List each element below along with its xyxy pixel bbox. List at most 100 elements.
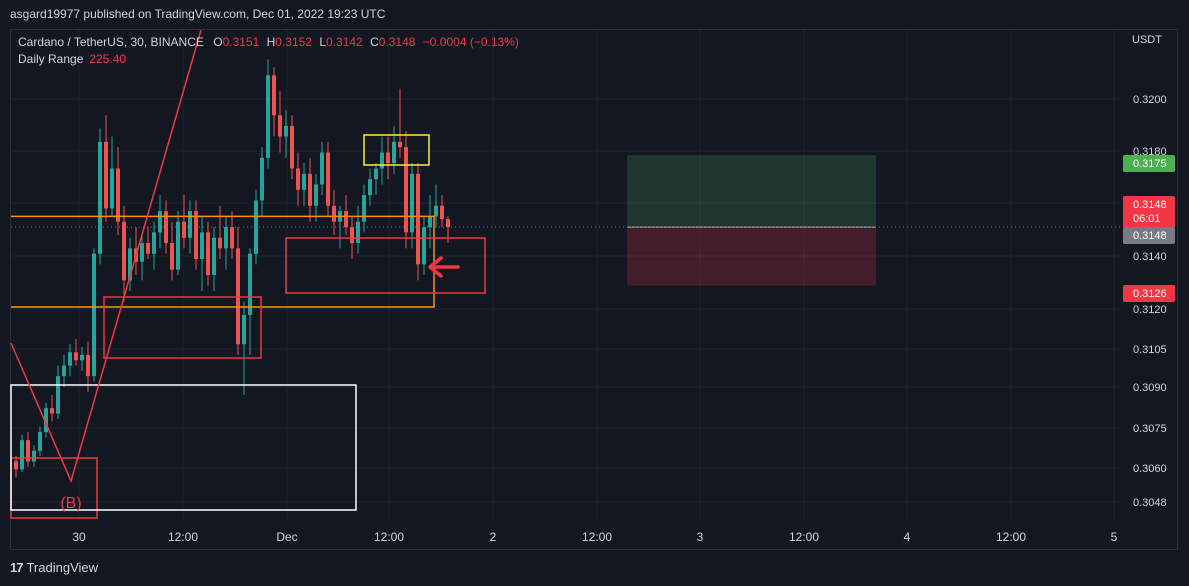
- candle-body: [380, 152, 384, 169]
- ohlc-open: 0.3151: [222, 35, 260, 49]
- candle-body: [242, 314, 246, 345]
- candle-body: [92, 253, 96, 377]
- candle-body: [290, 125, 294, 169]
- candle-body: [188, 211, 192, 238]
- symbol-legend: Cardano / TetherUS, 30, BINANCE O0.3151 …: [18, 35, 519, 49]
- drawings: (B): [10, 29, 1121, 519]
- candle-body: [164, 211, 168, 244]
- candle-body: [140, 243, 144, 262]
- candle-body: [434, 205, 438, 217]
- candle-body: [86, 354, 90, 377]
- ohlc-close: 0.3148: [378, 35, 416, 49]
- candle-body: [398, 141, 402, 148]
- arrow-left-icon: [428, 256, 460, 278]
- candle-body: [332, 205, 336, 222]
- candle-body: [68, 352, 72, 366]
- price-tick-label: 0.3120: [1133, 304, 1167, 316]
- drawing-zones: [627, 155, 876, 286]
- candle-body: [50, 408, 54, 414]
- last-price-badge-text: 0.3148: [1133, 230, 1167, 242]
- time-tick-label: 12:00: [789, 530, 819, 544]
- price-tick-label: 0.3048: [1133, 497, 1167, 509]
- currency-label[interactable]: USDT: [1132, 34, 1162, 46]
- time-tick-label: Dec: [276, 530, 297, 544]
- time-tick-label: 2: [490, 530, 497, 544]
- candle-body: [110, 168, 114, 209]
- candle-body: [62, 365, 66, 377]
- price-axis: 0.32000.31800.31600.31400.31200.31050.30…: [1123, 94, 1175, 509]
- candle-body: [56, 376, 60, 414]
- candle-body: [320, 152, 324, 185]
- red-demand-box-2: [285, 237, 486, 294]
- candle-body: [230, 227, 234, 249]
- candle-body: [326, 152, 330, 206]
- candle-body: [362, 195, 366, 222]
- candle-body: [422, 227, 426, 265]
- stop-zone: [627, 227, 876, 286]
- ohlc-high: 0.3152: [275, 35, 312, 49]
- candle-body: [404, 147, 408, 233]
- ohlc-change: −0.0004 (−0.13%): [422, 35, 519, 49]
- price-tick-label: 0.3090: [1133, 382, 1167, 394]
- price-tick-label: 0.3075: [1133, 423, 1167, 435]
- candle-body: [32, 450, 36, 462]
- candle-body: [248, 253, 252, 315]
- time-tick-label: 4: [904, 530, 911, 544]
- candle-body: [170, 243, 174, 270]
- candle-body: [122, 221, 126, 281]
- time-tick-label: 12:00: [582, 530, 612, 544]
- yellow-box: [363, 134, 430, 166]
- candle-body: [194, 211, 198, 260]
- candle-body: [14, 461, 18, 470]
- footer-brand[interactable]: 17 TradingView: [10, 560, 98, 575]
- candle-body: [284, 125, 288, 137]
- indicator-name: Daily Range: [18, 52, 84, 66]
- white-box: [10, 384, 357, 511]
- time-tick-label: 3: [697, 530, 704, 544]
- candle-body: [38, 432, 42, 451]
- orange-support-line: [11, 216, 435, 308]
- candle-body: [206, 232, 210, 275]
- candle-body: [212, 237, 216, 275]
- candle-body: [392, 141, 396, 164]
- candle-body: [128, 248, 132, 281]
- candle-body: [98, 141, 102, 254]
- candle-body: [446, 219, 450, 228]
- price-tick-label: 0.3060: [1133, 463, 1167, 475]
- candle-body: [200, 232, 204, 260]
- symbol-title[interactable]: Cardano / TetherUS, 30, BINANCE: [18, 35, 204, 49]
- candle-body: [368, 179, 372, 196]
- ohlc-high-label: H: [266, 35, 276, 49]
- indicator-legend[interactable]: Daily Range 225.40: [18, 52, 126, 66]
- chart-pane[interactable]: [10, 29, 1178, 550]
- price-tick-label: 0.3140: [1133, 251, 1167, 263]
- candle-body: [386, 152, 390, 164]
- target-zone: [627, 155, 876, 228]
- candle-body: [182, 221, 186, 238]
- candle-body: [302, 173, 306, 190]
- candle-body: [416, 173, 420, 265]
- brand-name: TradingView: [26, 560, 99, 575]
- red-demand-box: [103, 296, 262, 359]
- candle-body: [374, 168, 378, 180]
- stop-price-badge-text: 0.3126: [1133, 288, 1167, 300]
- current-price-badge: [1123, 196, 1175, 228]
- wave-trend-line: [10, 29, 202, 484]
- current-price-badge-text: 06:01: [1133, 213, 1161, 225]
- candle-body: [428, 216, 432, 228]
- candle-body: [74, 352, 78, 361]
- last-price-badge: [1123, 227, 1175, 244]
- candle-body: [350, 227, 354, 244]
- candle-body: [26, 440, 30, 462]
- ohlc-low-label: L: [319, 35, 327, 49]
- candle-body: [116, 168, 120, 222]
- stop-price-badge: [1123, 285, 1175, 302]
- ohlc-open-label: O: [213, 35, 223, 49]
- publisher-line: asgard19977 published on TradingView.com…: [10, 7, 386, 21]
- ohlc-close-label: C: [370, 35, 379, 49]
- candle-body: [410, 173, 414, 233]
- time-tick-label: 12:00: [996, 530, 1026, 544]
- price-tick-label: 0.3200: [1133, 94, 1167, 106]
- time-tick-label: 5: [1111, 530, 1118, 544]
